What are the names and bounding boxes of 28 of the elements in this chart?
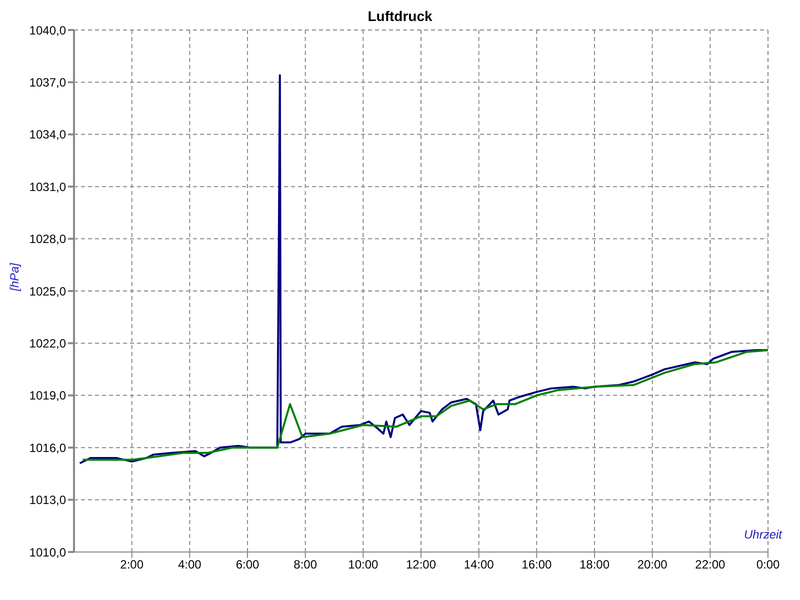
- y-tick-label: 1034,0: [29, 128, 66, 142]
- y-axis-title: [hPa]: [7, 262, 22, 292]
- x-tick-label: 16:00: [522, 558, 552, 572]
- x-tick-label: 12:00: [406, 558, 436, 572]
- y-tick-label: 1028,0: [29, 232, 66, 246]
- y-tick-label: 1040,0: [29, 23, 66, 38]
- line-series: [78, 74, 768, 464]
- x-tick-label: 18:00: [579, 558, 610, 572]
- x-tick-label: 0:00: [756, 558, 780, 572]
- x-tick-label: 10:00: [348, 558, 379, 572]
- x-tick-label: 8:00: [294, 558, 318, 572]
- x-tick-label: 20:00: [637, 558, 668, 572]
- y-tick-label: 1037,0: [29, 75, 66, 90]
- y-tick-label: 1031,0: [29, 180, 66, 194]
- x-tick-label: 14:00: [464, 558, 494, 572]
- y-tick-label: 1010,0: [29, 545, 66, 560]
- x-tick-label: 4:00: [178, 558, 202, 572]
- line-series: [82, 349, 768, 461]
- x-tick-label: 22:00: [695, 558, 726, 572]
- y-tick-label: 1013,0: [29, 493, 66, 508]
- y-tick-label: 1016,0: [29, 440, 66, 455]
- x-tick-label: 2:00: [120, 558, 144, 572]
- x-axis-title: Uhrzeit: [744, 528, 783, 542]
- chart-title: Luftdruck: [368, 8, 432, 24]
- y-tick-label: 1019,0: [29, 388, 66, 403]
- y-tick-label: 1022,0: [29, 336, 66, 350]
- x-tick-label: 6:00: [236, 558, 260, 572]
- y-tick-label: 1025,0: [29, 284, 66, 298]
